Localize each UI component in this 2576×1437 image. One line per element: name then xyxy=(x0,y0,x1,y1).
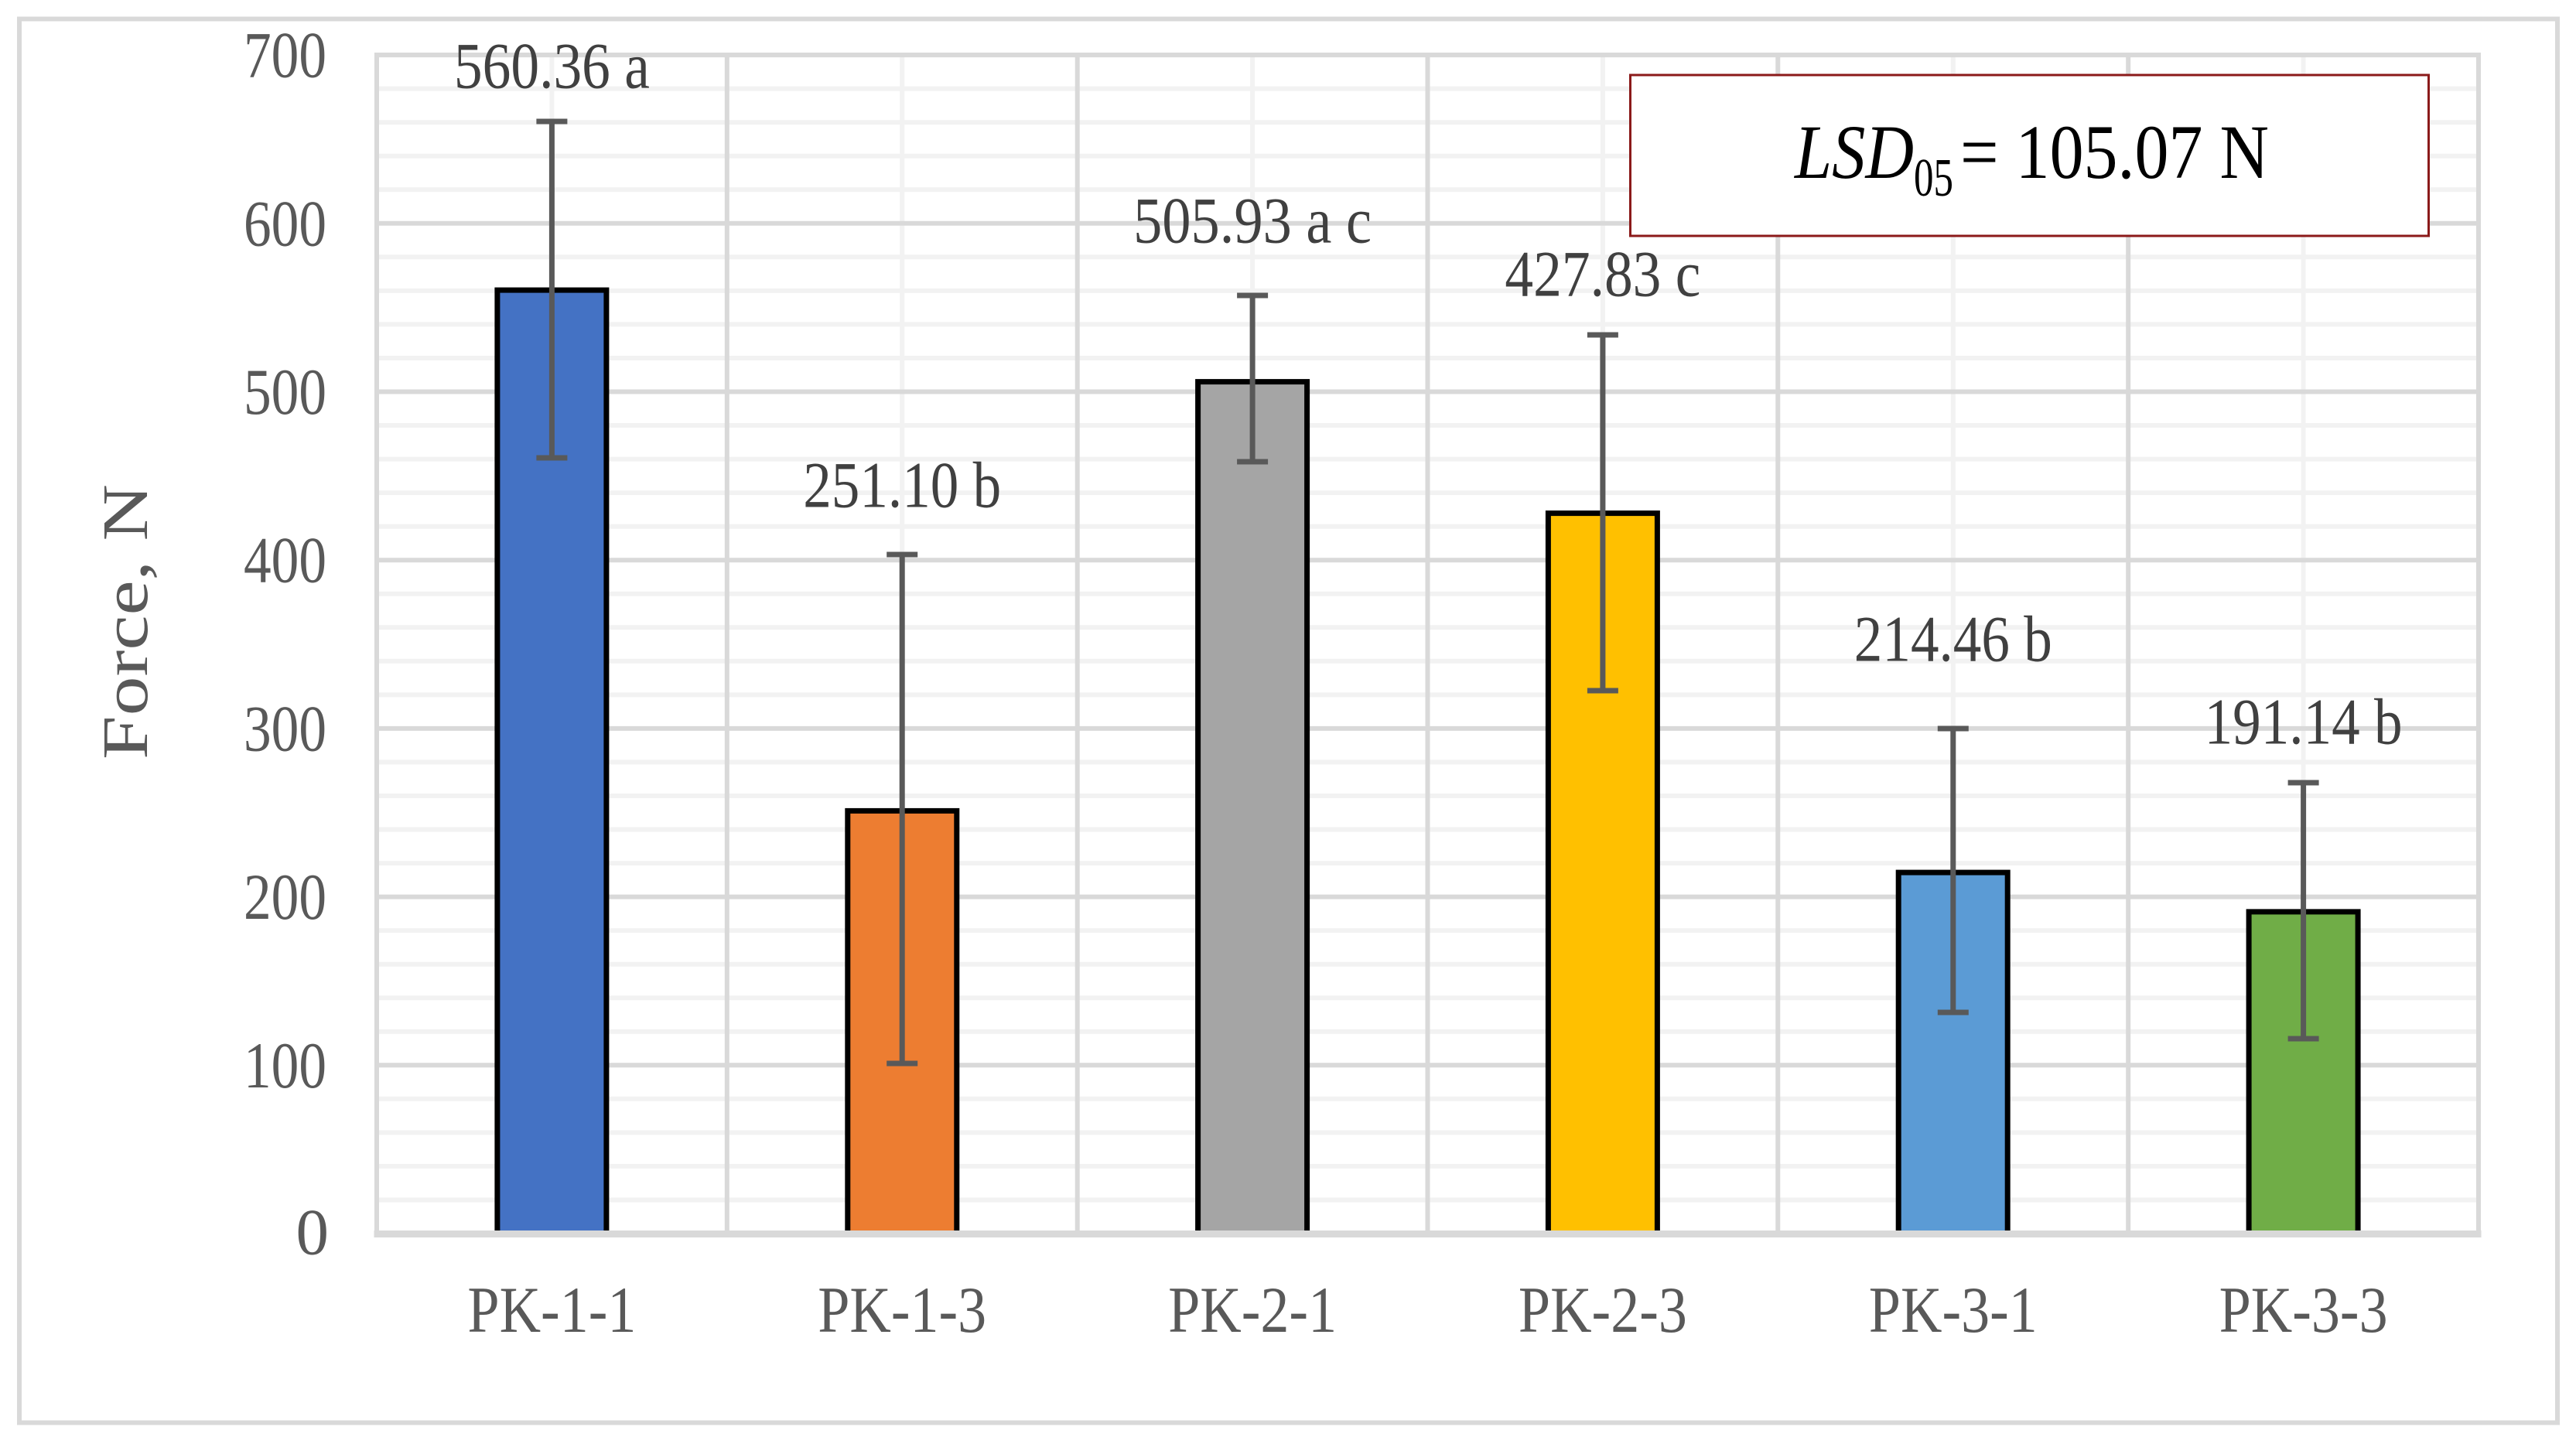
svg-text:0: 0 xyxy=(296,1196,330,1269)
svg-text:PK-1-3: PK-1-3 xyxy=(818,1274,986,1347)
svg-text:05: 05 xyxy=(1914,148,1953,208)
svg-text:400: 400 xyxy=(244,524,326,597)
svg-text:500: 500 xyxy=(244,356,326,428)
svg-text:700: 700 xyxy=(244,19,326,92)
svg-text:LSD: LSD xyxy=(1793,109,1914,195)
svg-text:600: 600 xyxy=(244,187,326,260)
svg-text:427.83 c: 427.83 c xyxy=(1505,238,1700,311)
svg-text:PK-1-1: PK-1-1 xyxy=(467,1274,636,1347)
svg-text:= 105.07 N: = 105.07 N xyxy=(1960,109,2269,195)
svg-text:100: 100 xyxy=(244,1029,326,1102)
svg-text:200: 200 xyxy=(244,861,326,934)
svg-text:251.10 b: 251.10 b xyxy=(803,449,1001,522)
svg-text:PK-2-1: PK-2-1 xyxy=(1168,1274,1337,1347)
svg-text:Force, N: Force, N xyxy=(90,484,162,759)
svg-text:300: 300 xyxy=(244,692,326,765)
svg-text:PK-3-3: PK-3-3 xyxy=(2219,1274,2388,1347)
svg-text:505.93 a c: 505.93 a c xyxy=(1133,185,1372,258)
svg-text:191.14 b: 191.14 b xyxy=(2205,686,2403,759)
svg-text:PK-2-3: PK-2-3 xyxy=(1519,1274,1687,1347)
svg-text:214.46 b: 214.46 b xyxy=(1854,603,2052,676)
svg-text:PK-3-1: PK-3-1 xyxy=(1869,1274,2038,1347)
svg-text:560.36 a: 560.36 a xyxy=(454,30,650,103)
